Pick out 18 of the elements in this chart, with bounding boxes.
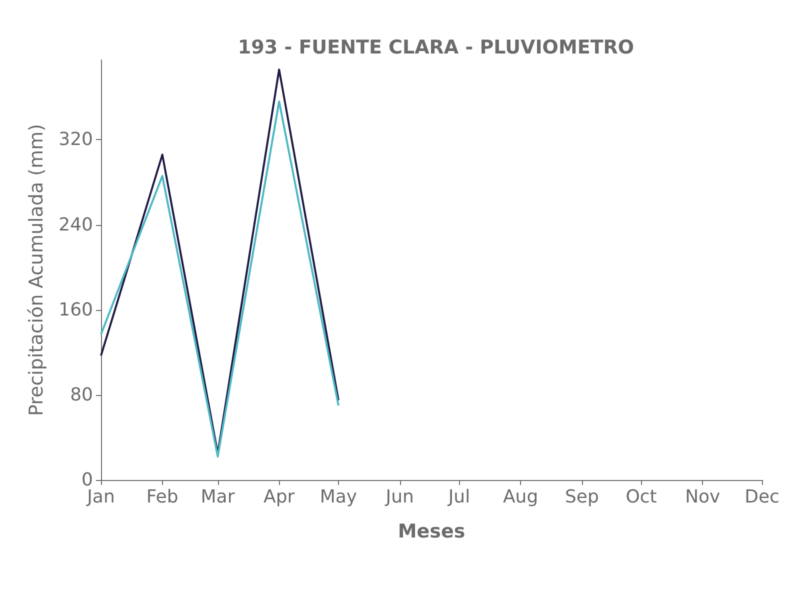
x-tick-label: Oct (626, 486, 657, 508)
x-tick-label: Feb (146, 486, 178, 508)
y-tick-label: 240 (58, 214, 93, 236)
x-tick-label: May (320, 486, 358, 508)
y-tick-label: 320 (58, 129, 93, 150)
x-tick-label: Aug (502, 486, 538, 508)
x-axis-title: Meses (398, 520, 466, 542)
x-tick-label: Dec (744, 486, 780, 508)
x-tick-label: Jul (447, 486, 470, 508)
y-tick-label: 80 (70, 384, 93, 406)
x-tick-label: Mar (200, 486, 236, 508)
y-tick-label: 160 (58, 299, 93, 320)
y-axis-title: Precipitación Acumulada (mm) (26, 124, 48, 416)
x-tick-label: Sep (564, 486, 599, 508)
x-tick-label: Jun (384, 486, 414, 508)
x-tick-label: Apr (264, 486, 296, 508)
x-tick-label: Nov (685, 486, 721, 508)
chart-title: 193 - FUENTE CLARA - PLUVIOMETRO (238, 36, 634, 58)
